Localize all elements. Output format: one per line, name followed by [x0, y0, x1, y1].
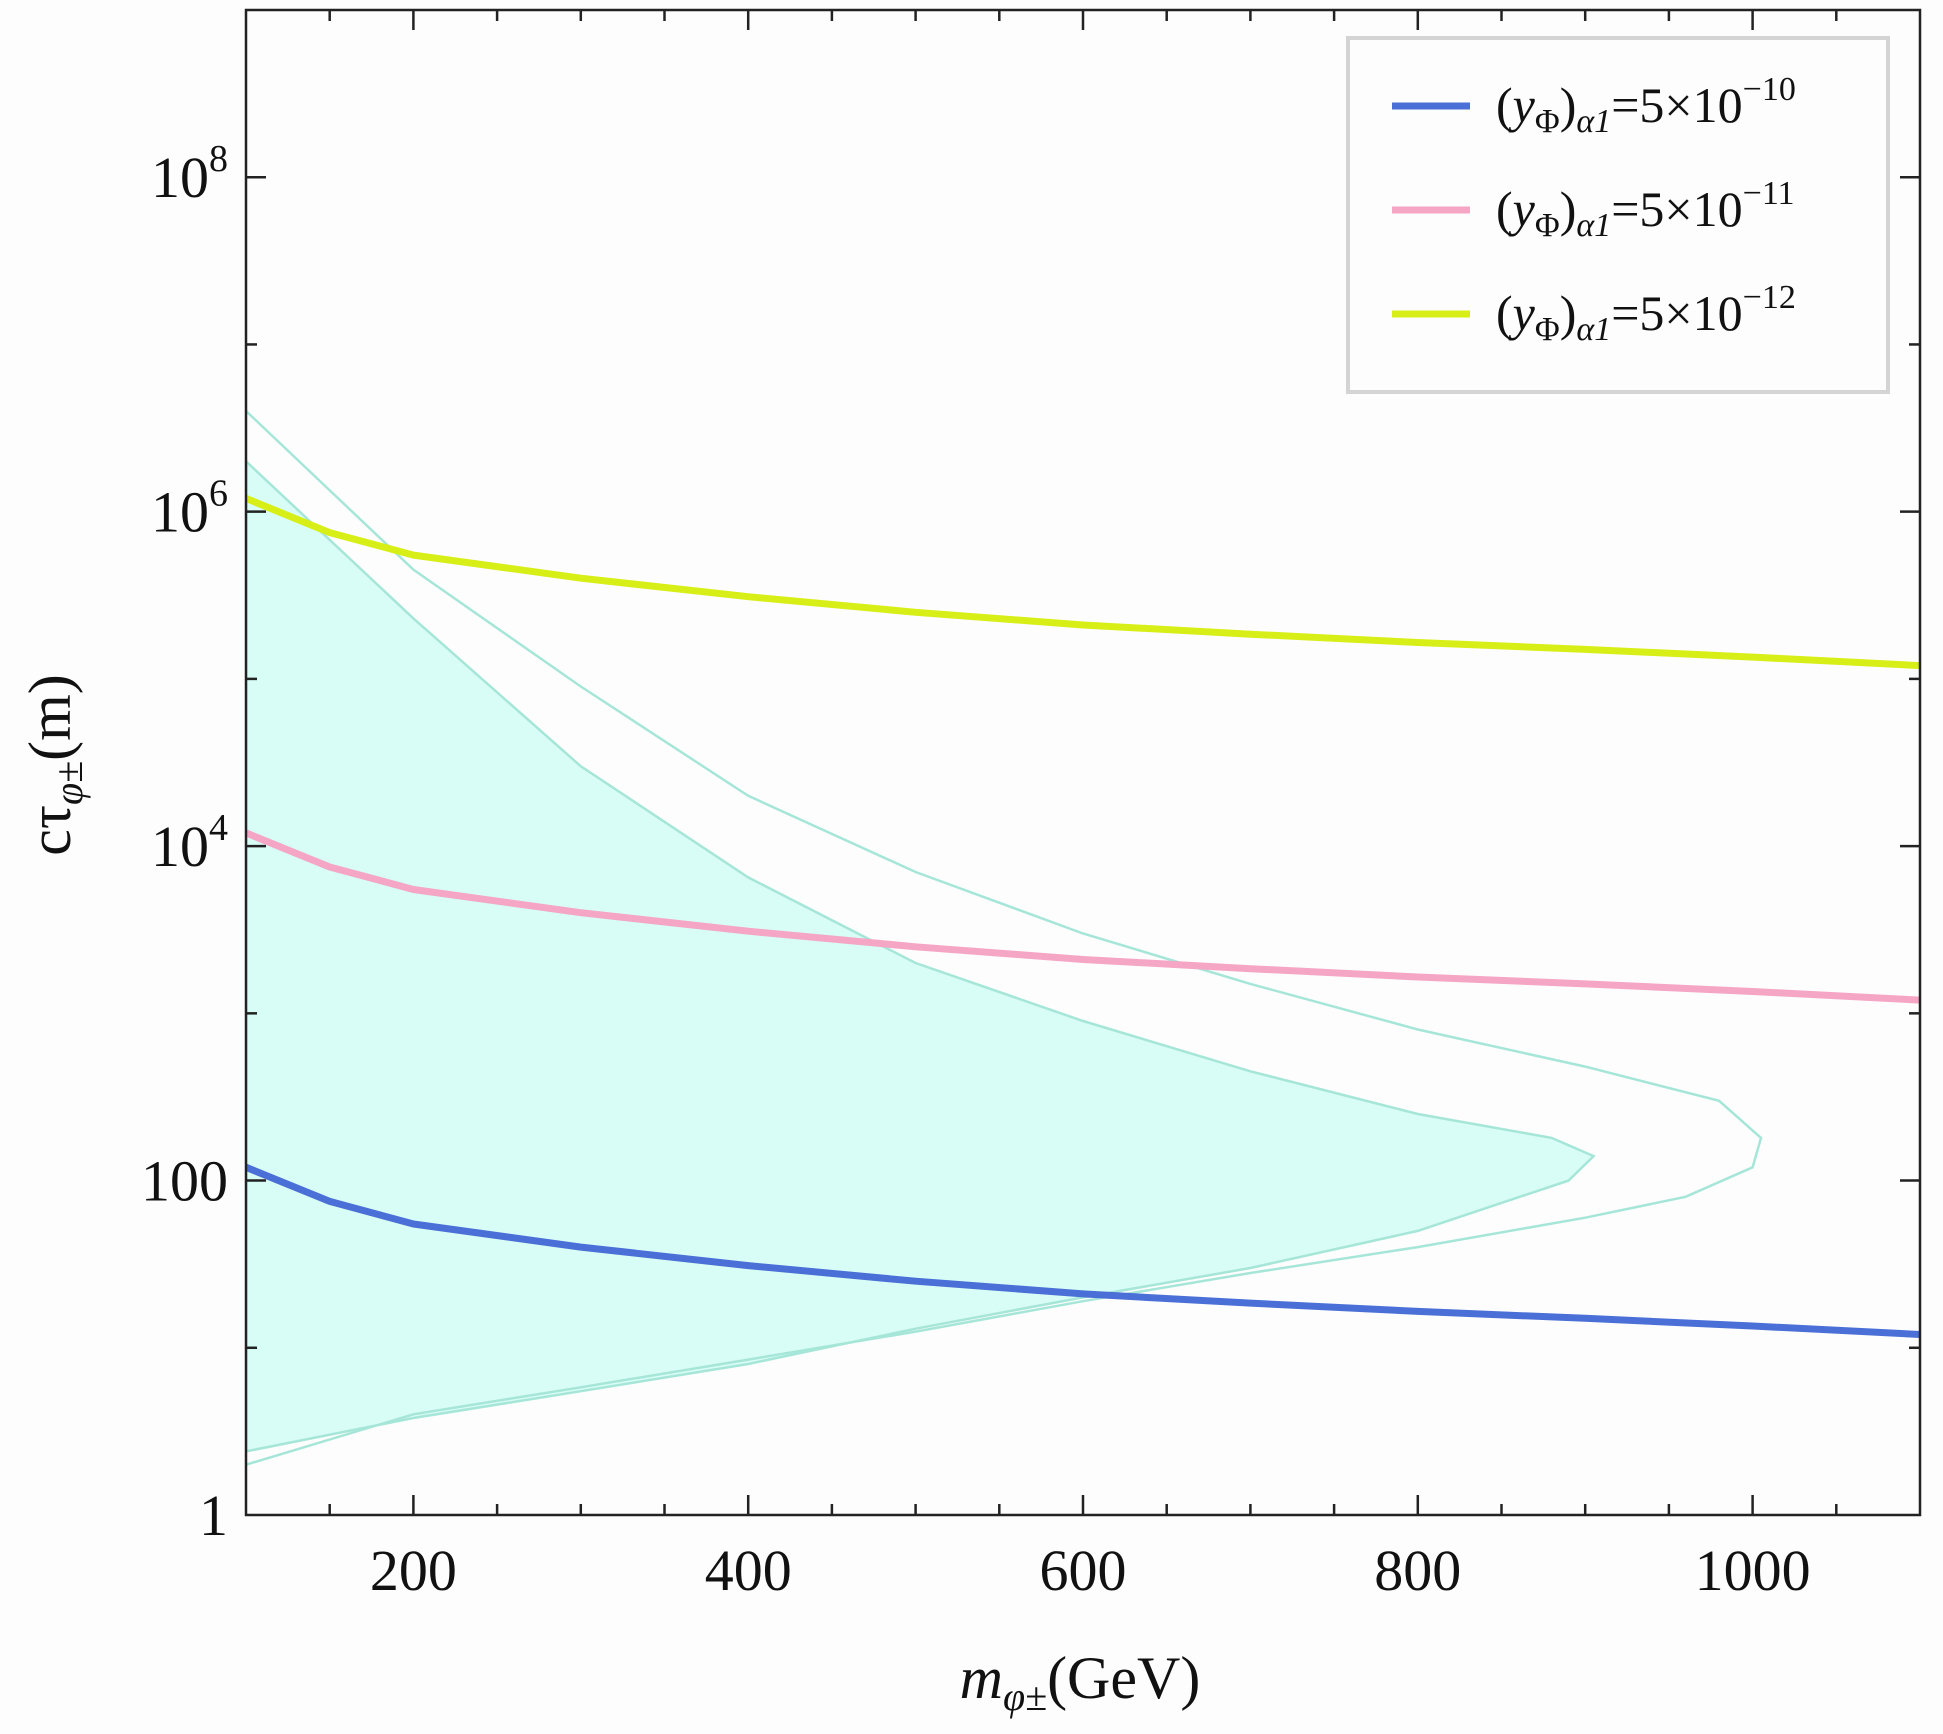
- y-tick-label: 1: [199, 1483, 228, 1548]
- excluded-regions: [246, 410, 1763, 1466]
- series-lines: [246, 494, 1920, 1338]
- y-tick-label: 108: [151, 138, 228, 210]
- x-tick-label: 400: [705, 1538, 792, 1603]
- x-tick-label: 200: [370, 1538, 457, 1603]
- region-contour-1: [246, 459, 1596, 1453]
- series-line-1: [246, 1163, 1920, 1338]
- legend-label-3: (yΦ)α1=5×10−12: [1496, 279, 1796, 348]
- x-tick-label: 600: [1040, 1538, 1127, 1603]
- y-axis-title: cτφ±(m): [17, 674, 91, 855]
- legend: (yΦ)α1=5×10−10 (yΦ)α1=5×10−11 (yΦ)α1=5×10−…: [1346, 36, 1890, 394]
- x-tick-label: 1000: [1695, 1538, 1811, 1603]
- legend-label-1: (yΦ)α1=5×10−10: [1496, 71, 1796, 140]
- y-tick-label: 106: [151, 473, 228, 545]
- x-tick-label: 800: [1374, 1538, 1461, 1603]
- legend-label-2: (yΦ)α1=5×10−11: [1496, 175, 1795, 244]
- x-axis-title: mφ±(GeV): [960, 1645, 1201, 1719]
- tick-labels: 200 400 600 800 1000 1 100 104 106 108: [141, 138, 1811, 1603]
- series-line-3: [246, 494, 1920, 670]
- legend-box: [1346, 36, 1890, 394]
- y-tick-label: 104: [151, 807, 228, 879]
- region-contour-2: [246, 410, 1763, 1466]
- y-tick-label: 100: [141, 1149, 228, 1214]
- series-line-2: [246, 829, 1920, 1004]
- axis-ticks: [246, 10, 1920, 1515]
